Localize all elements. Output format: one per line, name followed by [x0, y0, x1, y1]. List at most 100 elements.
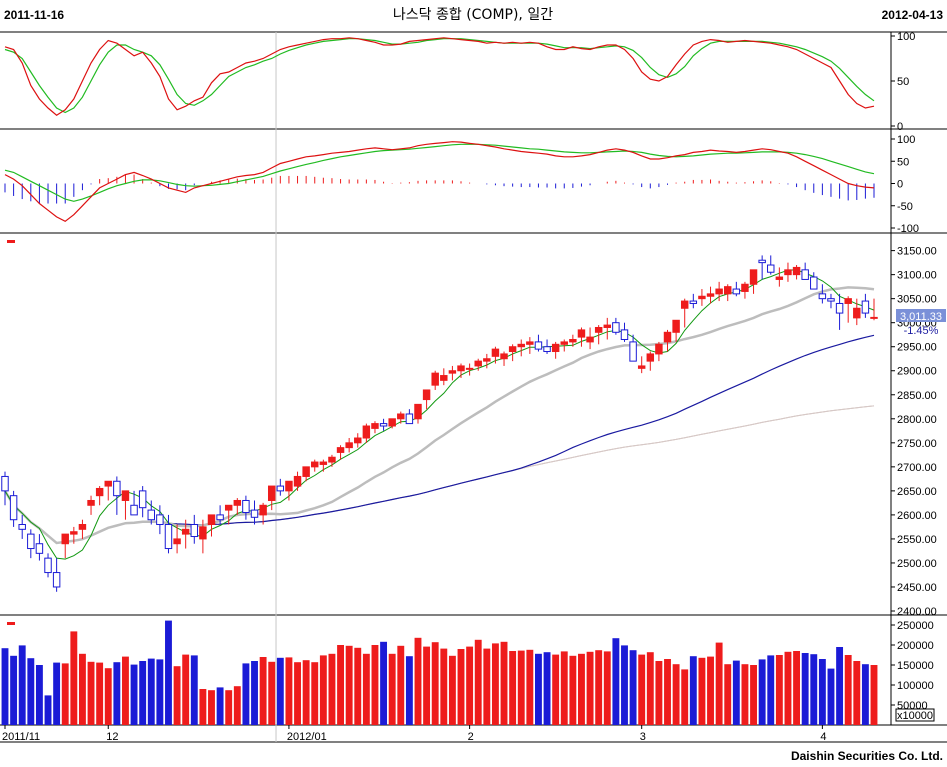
volume-bar [448, 655, 456, 725]
candle-body [526, 341, 534, 345]
candle-body [732, 288, 741, 295]
volume-bar [638, 654, 646, 725]
end-date: 2012-04-13 [882, 8, 944, 22]
x-axis: 2011/11 12 2012/01 2 3 4 [2, 725, 827, 743]
volume-bar [466, 646, 474, 725]
candle-body [250, 509, 259, 518]
candle-body [844, 298, 852, 304]
stochastic-d-line [4, 38, 875, 114]
volume-bar [397, 645, 405, 725]
volume-bar [629, 650, 637, 725]
volume-bar [311, 662, 319, 725]
volume-bar [130, 664, 138, 725]
volume-bar [208, 690, 215, 725]
x-tick-label: 4 [820, 731, 826, 743]
candle-body [741, 283, 749, 292]
price-tick-label: 2450.00 [897, 582, 937, 594]
candle-body [1, 475, 9, 492]
candle-body [551, 343, 560, 353]
candle-body [35, 543, 44, 554]
candle-body [44, 557, 52, 574]
candle-body [388, 418, 396, 427]
candle-body [629, 341, 637, 362]
candle-body [810, 276, 818, 290]
start-date: 2011-11-16 [4, 8, 64, 22]
volume-bar [861, 664, 869, 725]
volume-bar [423, 646, 431, 725]
volume-bar [182, 654, 190, 725]
volume-unit-label: x10000 [897, 710, 933, 722]
x-tick-label: 2012/01 [287, 731, 327, 743]
volume-bar [173, 666, 181, 725]
volume-bar [853, 661, 861, 725]
volume-bar [560, 651, 568, 725]
price-tick-label: 3050.00 [897, 294, 937, 306]
volume-bar [216, 687, 224, 725]
volume-bar [147, 658, 155, 725]
volume-bar [276, 657, 284, 725]
volume-legend-marker [7, 622, 15, 625]
candle-body [199, 526, 207, 540]
candle-body [491, 348, 500, 357]
candle-body [216, 514, 224, 521]
volume-bar [844, 655, 852, 725]
candle-body [311, 461, 319, 468]
candle-body [474, 360, 482, 367]
volume-unit-box [895, 708, 935, 722]
volume-bar [543, 652, 551, 725]
volume-bar [750, 665, 757, 725]
candle-body [164, 524, 173, 550]
volume-bar [371, 645, 379, 725]
oscillator-signal-line [4, 143, 875, 202]
volume-bar [10, 655, 18, 725]
volume-bar [354, 647, 362, 725]
candle-body [336, 447, 345, 453]
volume-bar [337, 645, 344, 725]
volume-bar [440, 648, 448, 725]
x-tick-label: 3 [640, 731, 646, 743]
candle-body [414, 403, 422, 420]
candle-body [95, 487, 104, 497]
price-change: -1.45% [904, 325, 939, 337]
candle-body [440, 375, 448, 381]
volume-tick-label: 150000 [897, 660, 934, 672]
price-tick-label: 2600.00 [897, 510, 937, 522]
volume-bar [388, 653, 396, 725]
candle-body [758, 259, 766, 264]
candle-body [870, 316, 878, 319]
volume-bar [70, 631, 78, 725]
volume-bar [431, 642, 439, 725]
volume-bar [1, 648, 9, 725]
volume-bar [96, 662, 104, 725]
volume-bar [251, 661, 258, 725]
oscillator-tick-label: -100 [897, 223, 919, 235]
oscillator-main-line [4, 141, 875, 223]
volume-bar [345, 645, 353, 725]
volume-bar [621, 645, 628, 725]
oscillator-tick-label: 50 [897, 156, 909, 168]
candle-body [18, 524, 26, 530]
stochastic-k-line [4, 37, 875, 116]
candle-body [483, 358, 491, 362]
price-tick-label: 2650.00 [897, 486, 937, 498]
volume-bar [44, 695, 52, 725]
volume-bar [586, 651, 594, 725]
volume-bar [767, 655, 775, 725]
candle-body [500, 353, 508, 360]
candle-body [70, 531, 78, 535]
volume-bar [104, 668, 112, 725]
volume-bar [259, 657, 267, 725]
volume-bar [362, 653, 370, 725]
volume-bar [664, 659, 671, 725]
price-legend-marker [7, 240, 15, 243]
candle-body [173, 538, 181, 545]
volume-tick-label: 250000 [897, 620, 934, 632]
candle-body [853, 307, 861, 319]
candle-body [620, 329, 629, 341]
volume-bar [552, 654, 560, 725]
volume-bar [294, 662, 301, 725]
volume-bar [199, 689, 207, 725]
candle-body [827, 298, 835, 302]
candle-body [233, 499, 242, 506]
